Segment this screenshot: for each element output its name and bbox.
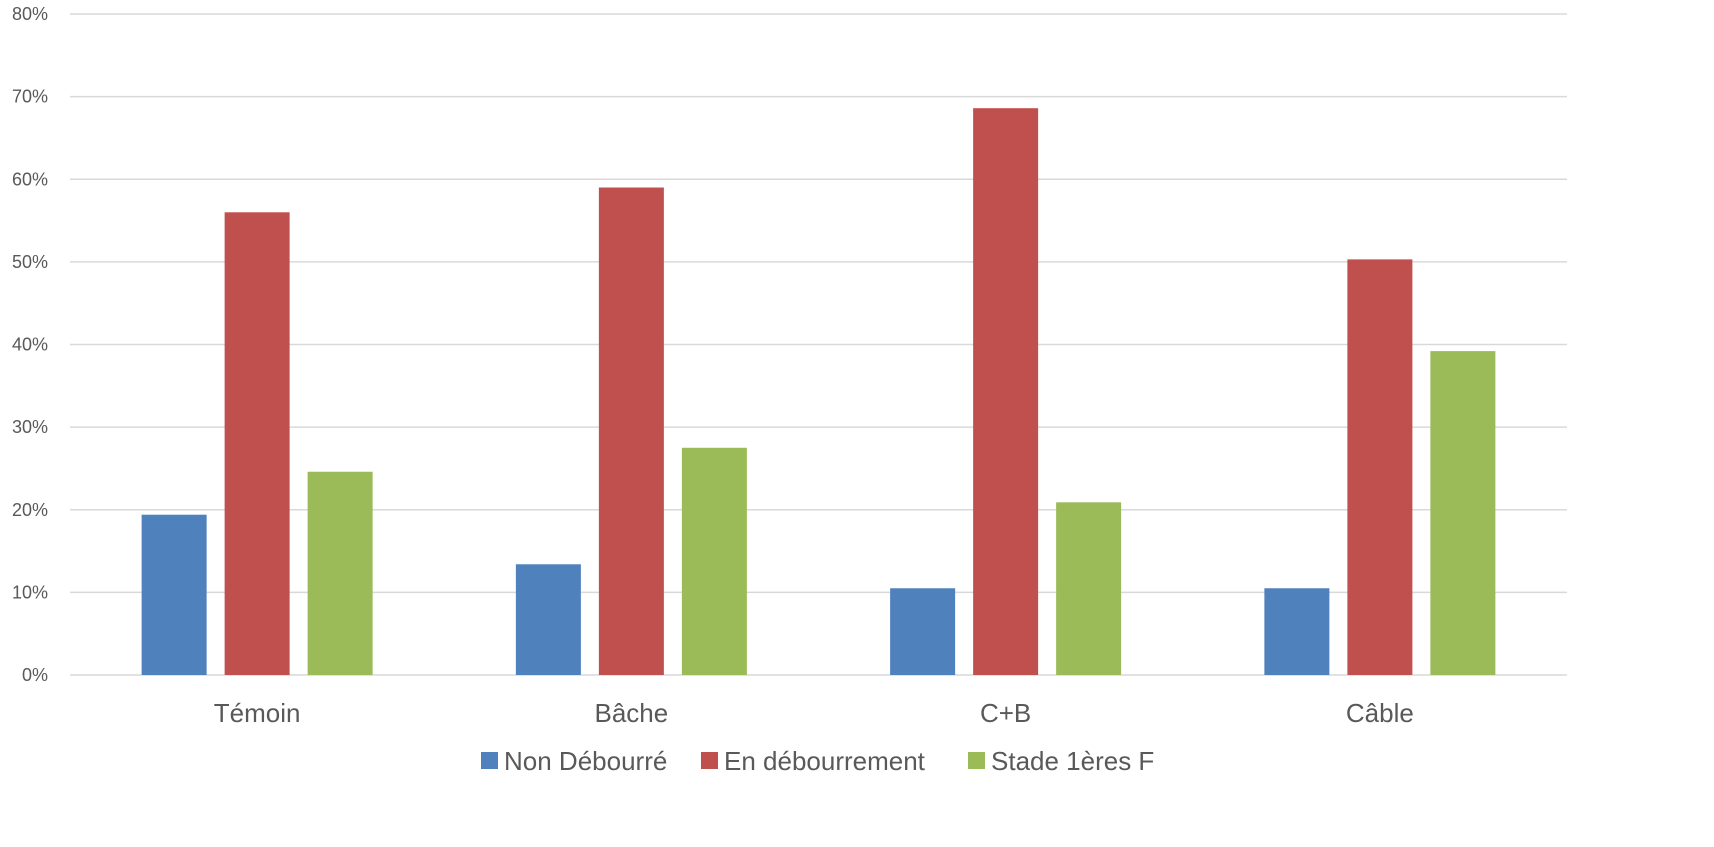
x-category-label: Bâche xyxy=(595,698,669,728)
y-axis-tick-labels: 0% 10% 20% 30% 40% 50% 60% 70% 80% xyxy=(12,4,48,685)
bar-3-2 xyxy=(681,447,747,675)
bar-3-4 xyxy=(1430,351,1496,675)
bar-1-2 xyxy=(515,564,581,675)
legend-swatch xyxy=(968,752,985,769)
legend-swatch xyxy=(701,752,718,769)
bar-1-4 xyxy=(1264,588,1330,675)
legend-label: En débourrement xyxy=(724,746,926,776)
y-tick-label: 30% xyxy=(12,417,48,437)
y-tick-label: 50% xyxy=(12,252,48,272)
x-category-label: C+B xyxy=(980,698,1031,728)
bar-3-1 xyxy=(307,471,373,675)
legend: Non Débourré En débourrement Stade 1ères F xyxy=(481,746,1154,776)
bar-1-3 xyxy=(890,588,956,675)
y-tick-label: 20% xyxy=(12,500,48,520)
bar-2-4 xyxy=(1347,259,1413,675)
y-tick-label: 70% xyxy=(12,87,48,107)
bar-3-3 xyxy=(1056,502,1122,675)
x-axis-category-labels: Témoin Bâche C+B Câble xyxy=(214,698,1414,728)
bar-2-2 xyxy=(598,187,664,675)
gridlines xyxy=(70,13,1567,676)
legend-label: Non Débourré xyxy=(504,746,667,776)
legend-swatch xyxy=(481,752,498,769)
bar-2-1 xyxy=(224,212,290,676)
y-tick-label: 60% xyxy=(12,169,48,189)
bar-2-3 xyxy=(973,108,1039,675)
y-tick-label: 10% xyxy=(12,582,48,602)
legend-label: Stade 1ères F xyxy=(991,746,1154,776)
y-tick-label: 80% xyxy=(12,4,48,24)
y-tick-label: 0% xyxy=(22,665,48,685)
y-tick-label: 40% xyxy=(12,335,48,355)
bar-1-1 xyxy=(141,514,207,675)
x-category-label: Témoin xyxy=(214,698,301,728)
bars xyxy=(141,108,1496,676)
x-category-label: Câble xyxy=(1346,698,1414,728)
